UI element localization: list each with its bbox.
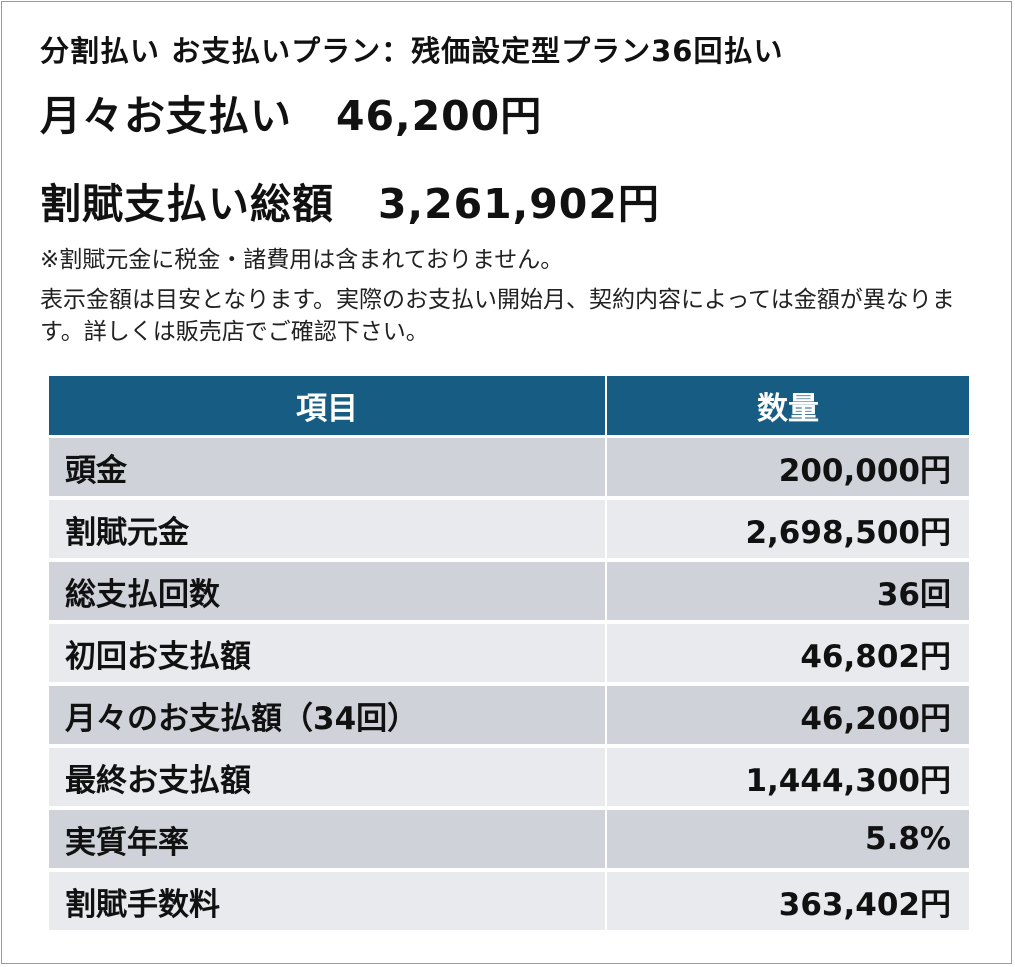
table-row: 実質年率 5.8% bbox=[49, 808, 969, 872]
row-label-monthly-payment: 月々のお支払額（34回） bbox=[49, 684, 607, 748]
row-label-principal: 割賦元金 bbox=[49, 498, 607, 562]
total-installment-amount: 3,261,902円 bbox=[378, 180, 660, 228]
table-row: 初回お支払額 46,802円 bbox=[49, 622, 969, 686]
row-value-apr: 5.8% bbox=[606, 808, 969, 872]
row-label-down-payment: 頭金 bbox=[49, 436, 607, 500]
plan-title: 分割払い お支払いプラン：残価設定型プラン36回払い bbox=[40, 34, 784, 68]
row-label-installment-fee: 割賦手数料 bbox=[49, 870, 607, 930]
monthly-payment-label: 月々お支払い bbox=[40, 92, 292, 140]
row-value-down-payment: 200,000円 bbox=[606, 436, 969, 500]
total-installment-label: 割賦支払い総額 bbox=[40, 180, 334, 228]
disclaimer-note: 表示金額は目安となります。実際のお支払い開始月、契約内容によっては金額が異なりま… bbox=[40, 287, 955, 345]
table-row: 割賦元金 2,698,500円 bbox=[49, 498, 969, 562]
table-header-row: 項目 数量 bbox=[49, 376, 969, 438]
row-value-first-payment: 46,802円 bbox=[606, 622, 969, 686]
row-value-payment-count: 36回 bbox=[606, 560, 969, 624]
row-label-apr: 実質年率 bbox=[49, 808, 607, 872]
row-value-principal: 2,698,500円 bbox=[606, 498, 969, 562]
tax-note: ※割賦元金に税金・諸費用は含まれておりません。 bbox=[40, 247, 564, 273]
monthly-payment-amount: 46,200円 bbox=[336, 92, 543, 140]
row-label-payment-count: 総支払回数 bbox=[49, 560, 607, 624]
row-label-first-payment: 初回お支払額 bbox=[49, 622, 607, 686]
table-row: 総支払回数 36回 bbox=[49, 560, 969, 624]
payment-breakdown-table: 項目 数量 頭金 200,000円 割賦元金 2,698,500円 総支払回数 … bbox=[49, 376, 969, 930]
total-installment: 割賦支払い総額 3,261,902円 bbox=[40, 170, 660, 230]
table-row: 月々のお支払額（34回） 46,200円 bbox=[49, 684, 969, 748]
row-value-monthly-payment: 46,200円 bbox=[606, 684, 969, 748]
row-label-final-payment: 最終お支払額 bbox=[49, 746, 607, 810]
header-quantity: 数量 bbox=[606, 376, 969, 438]
row-value-installment-fee: 363,402円 bbox=[606, 870, 969, 930]
monthly-payment: 月々お支払い 46,200円 bbox=[40, 82, 542, 142]
table-row: 割賦手数料 363,402円 bbox=[49, 870, 969, 930]
table-row: 最終お支払額 1,444,300円 bbox=[49, 746, 969, 810]
header-item: 項目 bbox=[49, 376, 607, 438]
table-row: 頭金 200,000円 bbox=[49, 436, 969, 500]
row-value-final-payment: 1,444,300円 bbox=[606, 746, 969, 810]
